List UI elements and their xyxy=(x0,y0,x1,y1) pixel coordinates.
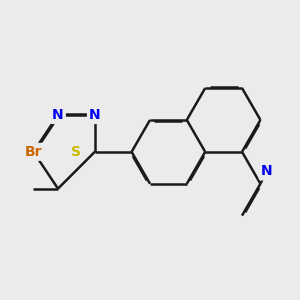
Text: S: S xyxy=(71,145,81,159)
Text: N: N xyxy=(261,164,272,178)
Text: N: N xyxy=(52,108,64,122)
Text: N: N xyxy=(89,108,100,122)
Text: Br: Br xyxy=(25,145,42,159)
